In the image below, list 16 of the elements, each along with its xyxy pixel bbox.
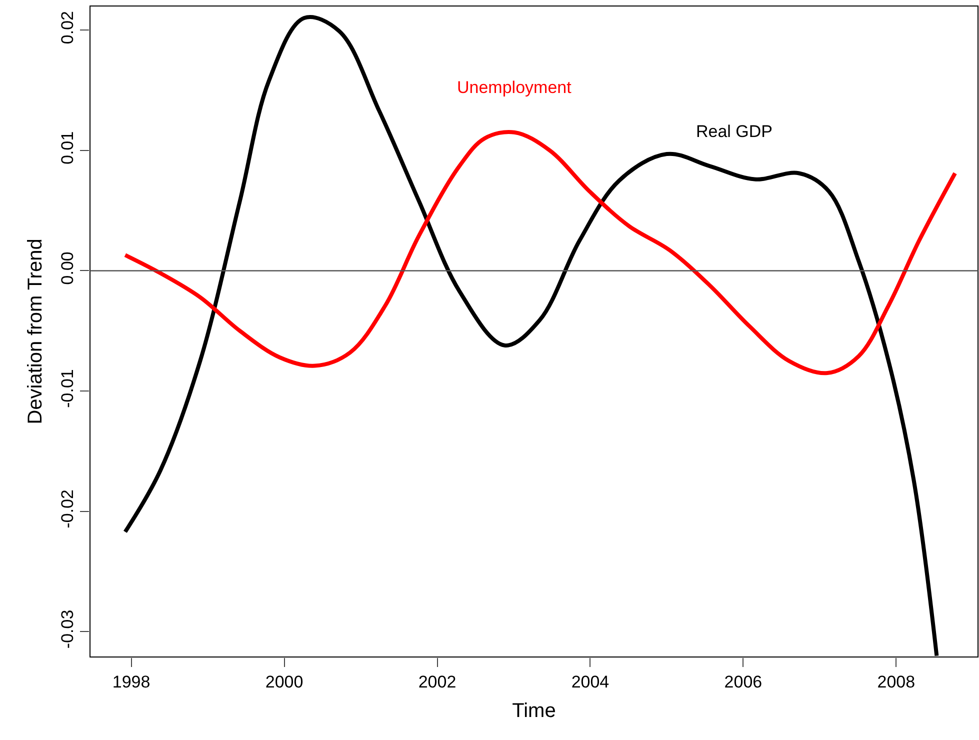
y-tick-label: -0.03: [58, 610, 78, 649]
x-tick-label: 1998: [112, 672, 150, 692]
x-tick-label: 2006: [724, 672, 762, 692]
y-tick-label: 0.02: [58, 10, 78, 44]
y-tick-label: 0.00: [58, 252, 78, 285]
x-tick-label: 2002: [418, 672, 456, 692]
y-axis-title: Deviation from Trend: [24, 238, 47, 424]
y-tick-label: 0.01: [58, 131, 78, 164]
x-tick-label: 2008: [877, 672, 916, 692]
x-tick-label: 2000: [265, 672, 304, 692]
text: Unemployment: [457, 78, 572, 97]
series-label: Real GDP: [696, 122, 773, 141]
y-tick-label: -0.01: [58, 369, 78, 408]
y-tick-label: -0.02: [58, 489, 78, 528]
x-tick-label: 2004: [571, 672, 610, 692]
x-axis-title: Time: [512, 700, 556, 722]
